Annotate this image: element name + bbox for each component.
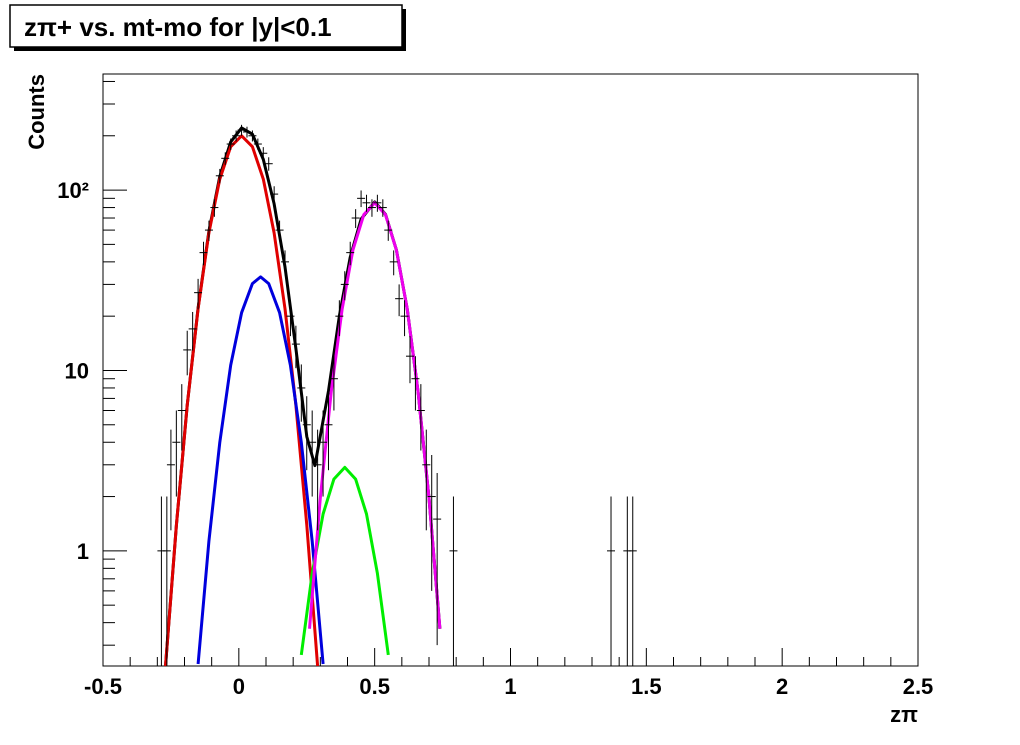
x-tick-label: 1.5 <box>631 674 662 699</box>
fit-curve <box>196 275 325 665</box>
y-tick-label: 10² <box>57 178 89 203</box>
x-axis-label: zπ <box>890 702 918 727</box>
x-tick-label: 2.5 <box>903 674 934 699</box>
chart-title: zπ+ vs. mt-mo for |y|<0.1 <box>24 12 332 42</box>
y-axis-label: Counts <box>24 74 49 150</box>
x-tick-label: 2 <box>776 674 788 699</box>
x-tick-label: 1 <box>504 674 516 699</box>
y-tick-label: 10 <box>65 358 89 383</box>
y-tick-label: 1 <box>77 539 89 564</box>
x-tick-label: -0.5 <box>84 674 122 699</box>
x-tick-label: 0.5 <box>359 674 390 699</box>
fit-curve <box>164 126 442 666</box>
plot-area <box>157 124 637 666</box>
title-box <box>9 4 403 48</box>
x-tick-label: 0 <box>233 674 245 699</box>
